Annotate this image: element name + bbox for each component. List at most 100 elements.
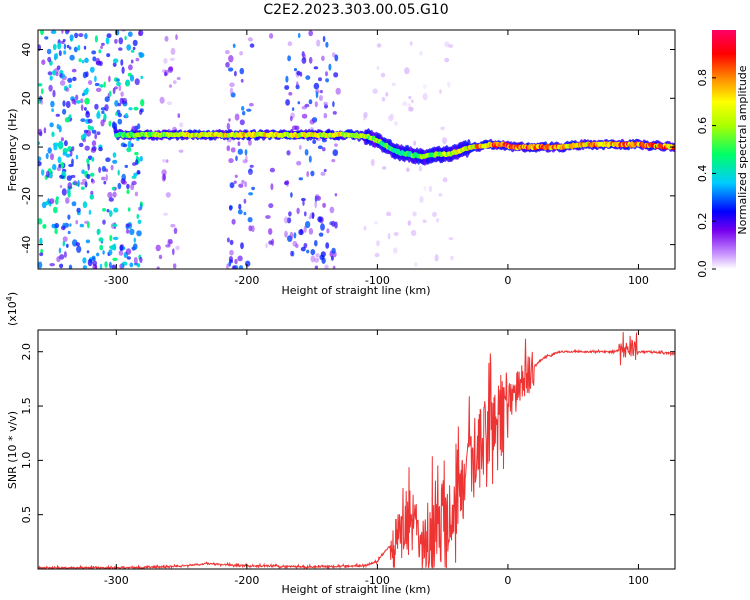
noise-speck — [374, 252, 380, 258]
noise-speck — [78, 33, 84, 38]
noise-speck — [95, 57, 101, 65]
noise-speck — [288, 92, 293, 96]
noise-speck — [54, 222, 60, 229]
noise-speck — [301, 113, 308, 119]
noise-speck — [162, 159, 166, 163]
noise-speck — [87, 258, 93, 267]
noise-speck — [92, 263, 97, 269]
noise-speck — [334, 143, 338, 147]
noise-speck — [112, 191, 117, 198]
noise-speck — [104, 96, 110, 103]
noise-speck — [60, 225, 66, 231]
noise-speck — [67, 190, 71, 198]
x-tick-label: -100 — [365, 274, 390, 287]
noise-speck — [226, 122, 231, 130]
noise-speck — [315, 91, 319, 99]
noise-speck — [380, 72, 386, 78]
noise-speck — [38, 128, 43, 135]
noise-speck — [120, 91, 124, 97]
noise-speck — [123, 143, 128, 148]
x-tick-label: -100 — [365, 574, 390, 587]
x-tick-label: 0 — [504, 574, 511, 587]
noise-speck — [233, 180, 237, 184]
noise-speck — [244, 181, 248, 188]
noise-speck — [322, 202, 326, 208]
noise-speck — [52, 89, 56, 98]
noise-speck — [136, 213, 140, 220]
noise-speck — [165, 159, 169, 163]
noise-speck — [136, 169, 141, 175]
noise-speck — [156, 266, 160, 269]
noise-speck — [58, 247, 62, 254]
noise-speck — [159, 96, 165, 104]
noise-speck — [317, 216, 323, 223]
noise-speck — [61, 188, 67, 196]
noise-speck — [87, 118, 93, 124]
noise-speck — [125, 113, 128, 118]
spectrogram-ylabel: Frequency (Hz) — [6, 109, 19, 192]
noise-speck — [412, 211, 417, 217]
noise-speck — [325, 41, 329, 48]
noise-speck — [89, 66, 95, 73]
noise-speck — [132, 243, 138, 250]
spectrogram-noise-band — [225, 37, 256, 269]
noise-speck — [112, 243, 117, 251]
noise-speck — [304, 149, 309, 156]
noise-speck — [100, 45, 103, 50]
noise-speck — [49, 122, 54, 128]
noise-speck — [79, 223, 85, 228]
noise-speck — [139, 256, 143, 263]
noise-speck — [228, 158, 234, 164]
noise-speck — [248, 168, 253, 175]
noise-speck — [370, 158, 375, 167]
x-tick-label: -300 — [104, 274, 129, 287]
noise-speck — [65, 243, 69, 248]
y-tick-label: -40 — [20, 236, 33, 254]
noise-speck — [301, 57, 307, 64]
figure-title: C2E2.2023.303.00.05.G10 — [263, 2, 448, 18]
noise-speck — [304, 211, 307, 217]
noise-speck — [238, 183, 244, 188]
spectrogram-noise-band — [283, 30, 341, 269]
noise-speck — [128, 107, 133, 111]
noise-speck — [104, 261, 108, 268]
noise-speck — [117, 102, 122, 107]
noise-speck — [372, 88, 378, 94]
noise-speck — [126, 183, 130, 190]
y-tick-label: 1.5 — [20, 397, 33, 415]
noise-speck — [296, 160, 302, 166]
noise-speck — [121, 180, 128, 185]
noise-speck — [448, 237, 454, 241]
noise-speck — [127, 64, 133, 71]
noise-speck — [86, 173, 91, 180]
noise-speck — [71, 201, 77, 207]
noise-speck — [112, 152, 117, 158]
noise-speck — [41, 169, 45, 176]
noise-speck — [118, 250, 124, 256]
noise-speck — [269, 167, 275, 173]
noise-speck — [226, 263, 229, 269]
noise-speck — [90, 179, 96, 184]
noise-speck — [406, 167, 410, 173]
noise-speck — [270, 183, 274, 191]
noise-speck — [239, 51, 244, 56]
noise-speck — [96, 131, 101, 136]
noise-speck — [331, 247, 336, 254]
noise-speck — [137, 219, 142, 224]
noise-speck — [229, 239, 234, 246]
noise-speck — [39, 252, 44, 257]
noise-speck — [88, 80, 93, 85]
noise-speck — [300, 228, 303, 235]
noise-speck — [385, 211, 392, 217]
noise-speck — [109, 261, 112, 269]
noise-speck — [72, 76, 77, 82]
noise-speck — [325, 78, 329, 83]
noise-speck — [127, 140, 132, 148]
noise-speck — [51, 108, 54, 112]
noise-speck — [86, 250, 90, 254]
noise-speck — [53, 145, 58, 151]
noise-speck — [393, 247, 398, 254]
noise-speck — [229, 182, 235, 189]
noise-speck — [55, 72, 59, 77]
noise-speck — [66, 30, 70, 33]
